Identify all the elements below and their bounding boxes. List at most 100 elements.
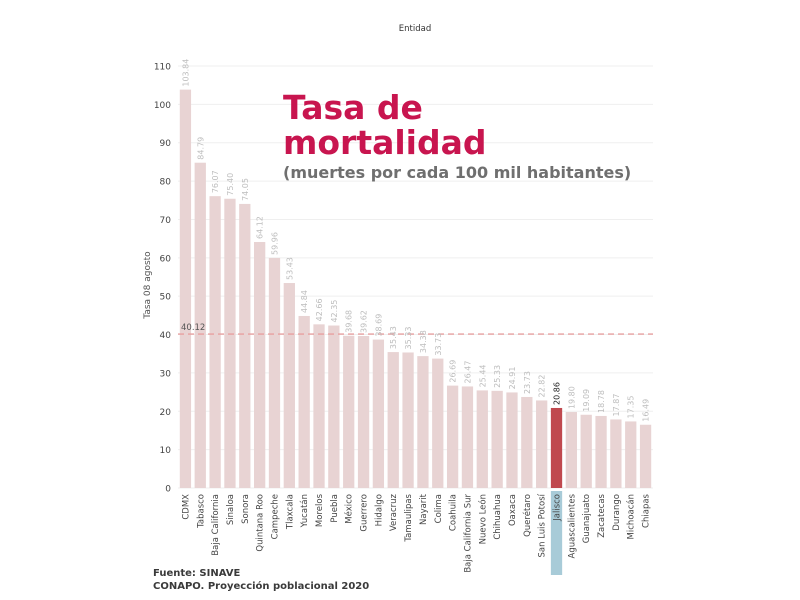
x-tick-label: México (344, 494, 355, 524)
x-tick-label: Tamaulipas (404, 493, 414, 542)
x-tick-label: Morelos (315, 493, 325, 527)
bar (432, 358, 444, 488)
source-note-population: CONAPO. Proyección poblacional 2020 (153, 581, 370, 592)
reference-line-label: 40.12 (181, 323, 205, 333)
bar (239, 203, 251, 488)
data-label: 35.43 (389, 326, 398, 349)
bar (254, 242, 266, 488)
x-tick-label: Nuevo León (477, 494, 488, 544)
data-label: 17.35 (627, 396, 636, 419)
data-label: 26.47 (463, 361, 472, 384)
bar (521, 396, 533, 488)
x-tick-label: CDMX (181, 494, 191, 520)
data-label: 17.87 (612, 394, 621, 417)
bar (343, 335, 355, 488)
bar (179, 89, 192, 489)
bar (580, 414, 592, 488)
bar (506, 392, 518, 488)
x-tick-label: Chihuahua (493, 494, 503, 540)
bar (491, 390, 503, 488)
chart-subtitle: (muertes por cada 100 mil habitantes) (283, 163, 632, 182)
bar (610, 419, 622, 488)
data-label: 75.40 (226, 173, 235, 196)
data-label: 23.73 (523, 371, 532, 394)
x-tick-label: Quintana Roo (256, 494, 266, 552)
x-tick-label: Jalisco (553, 494, 563, 522)
data-label: 38.69 (374, 314, 383, 337)
x-tick-label: Oaxaca (508, 494, 518, 526)
entity-axis-title: Entidad (399, 24, 431, 34)
bar (639, 424, 652, 488)
data-label: 42.66 (315, 298, 324, 321)
data-label: 42.35 (330, 300, 339, 323)
bar (357, 336, 370, 488)
data-label: 39.68 (345, 310, 354, 333)
x-tick-label: Tlaxcala (285, 494, 295, 530)
x-tick-label: Chiapas (642, 493, 652, 527)
x-tick-label: Veracruz (389, 493, 399, 531)
x-tick-label: Querétaro (522, 494, 533, 537)
data-label: 25.44 (478, 364, 487, 387)
x-tick-label: Sinaloa (226, 494, 236, 525)
data-label: 64.12 (256, 216, 265, 239)
x-tick-label: Hidalgo (374, 494, 384, 526)
data-label: 34.38 (419, 330, 428, 353)
x-tick-label: Zacatecas (597, 493, 607, 537)
bar (417, 356, 429, 488)
x-tick-label: Tabasco (196, 494, 206, 529)
data-label: 25.33 (493, 365, 502, 388)
x-tick-label: Sonora (241, 494, 251, 524)
bar (595, 415, 607, 488)
bar (565, 412, 577, 488)
y-tick-label: 50 (160, 293, 172, 303)
y-tick-label: 40 (160, 331, 172, 341)
x-tick-label: Aguascalientes (567, 493, 577, 558)
data-label: 39.62 (360, 310, 369, 333)
chart-title-line-2: mortalidad (283, 123, 487, 162)
data-label: 35.33 (404, 327, 413, 350)
y-tick-label: 30 (160, 369, 172, 379)
bar (283, 283, 295, 488)
bar (402, 352, 414, 488)
data-label: 59.96 (270, 232, 279, 255)
x-tick-label: Baja California (211, 494, 221, 556)
data-label: 18.78 (597, 390, 606, 413)
data-label: 103.84 (181, 59, 190, 87)
source-note: Fuente: SINAVE (153, 568, 241, 579)
y-axis-label: Tasa 08 agosto (143, 251, 153, 320)
y-tick-label: 70 (160, 216, 172, 226)
x-tick-label: Michoacán (627, 494, 637, 539)
bar (224, 198, 236, 489)
data-label: 53.43 (285, 257, 294, 280)
y-tick-label: 90 (160, 139, 172, 149)
bar (268, 257, 281, 488)
x-tick-label: Baja California Sur (463, 493, 473, 572)
data-label: 19.80 (567, 386, 576, 409)
data-label: 20.86 (553, 382, 562, 405)
bar (446, 385, 459, 488)
y-tick-label: 80 (160, 178, 172, 188)
x-tick-label: Nayarit (419, 493, 429, 525)
data-label: 84.79 (196, 137, 205, 160)
data-label: 74.05 (241, 178, 250, 201)
bar (313, 324, 325, 488)
data-label: 24.91 (508, 367, 517, 390)
data-label: 76.07 (211, 170, 220, 193)
chart-title: Tasa de mortalidad (283, 90, 487, 160)
data-label: 44.84 (300, 290, 309, 313)
data-label: 33.73 (434, 333, 443, 356)
x-tick-label: Puebla (330, 494, 340, 523)
chart-title-line-1: Tasa de (283, 88, 423, 127)
bar (461, 386, 474, 488)
x-tick-label: Coahuila (449, 494, 459, 531)
y-tick-label: 100 (154, 101, 171, 111)
x-tick-label: Yucatán (300, 494, 310, 528)
y-tick-label: 10 (160, 446, 172, 456)
bar (209, 196, 221, 488)
bar (328, 325, 340, 488)
highlight-bar (550, 407, 563, 488)
bar (372, 339, 385, 488)
y-tick-label: 60 (160, 254, 172, 264)
bar (625, 421, 637, 488)
data-label: 26.69 (449, 360, 458, 383)
